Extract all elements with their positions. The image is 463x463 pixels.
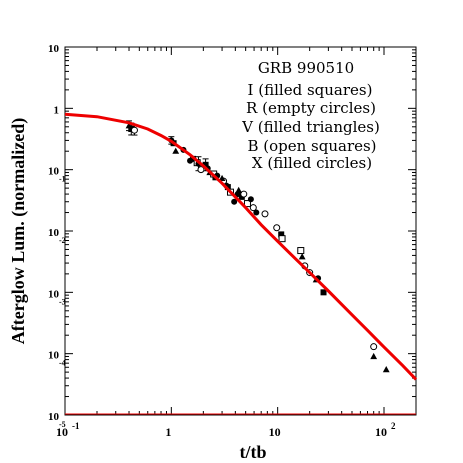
annotation-line: V (filled triangles) [241, 118, 380, 136]
y-tick-label: 10-5 [48, 411, 66, 429]
data-point-empty-circle [370, 343, 378, 351]
y-tick-exponent: -3 [59, 297, 66, 306]
data-point-empty-circle [273, 224, 281, 232]
y-tick-label: 10 [48, 43, 60, 55]
annotation-line: X (filled circles) [252, 154, 372, 172]
data-point-open-square [243, 200, 251, 208]
y-tick-base: 10 [48, 227, 60, 239]
x-axis-label: t/tb [240, 442, 267, 462]
x-tick-base: 10 [269, 425, 281, 439]
annotations: GRB 990510 I (filled squares)R (empty cir… [241, 59, 380, 172]
data-point-empty-circle [249, 204, 257, 212]
y-tick-base: 10 [48, 411, 60, 423]
data-point-empty-circle [240, 190, 248, 198]
y-tick-base: 1 [54, 104, 60, 116]
x-tick-label: 1 [165, 425, 171, 439]
y-tick-exponent: -5 [59, 420, 66, 429]
annotation-line: GRB 990510 [258, 59, 354, 77]
data-point-filled-circle [247, 196, 254, 203]
data-point-filled-triangle [125, 122, 133, 129]
annotation-line: I (filled squares) [248, 81, 373, 99]
x-tick-base: 10 [56, 425, 68, 439]
y-tick-label: 10-1 [48, 166, 66, 184]
y-tick-exponent: -2 [59, 236, 66, 245]
axis-ticks [64, 46, 417, 416]
y-tick-label: 10-2 [48, 227, 66, 245]
y-tick-base: 10 [48, 43, 60, 55]
data-point-filled-square [202, 161, 209, 168]
data-point-filled-triangle [370, 352, 378, 360]
data-point-filled-square [320, 289, 327, 296]
data-point-filled-circle [253, 209, 260, 216]
annotation-line: R (empty circles) [246, 99, 376, 117]
data-point-open-square [297, 247, 305, 255]
y-tick-base: 10 [48, 350, 60, 362]
y-axis-label: Afterglow Lum. (normalized) [8, 118, 29, 344]
y-tick-exponent: -1 [59, 175, 66, 184]
data-point-filled-triangle [382, 365, 390, 373]
y-tick-base: 10 [48, 166, 60, 178]
y-tick-base: 10 [48, 288, 60, 300]
data-point-empty-circle [261, 210, 269, 218]
annotation-line: B (open squares) [247, 137, 376, 155]
data-point-empty-circle [130, 126, 138, 134]
x-tick-label: 10 2 [375, 421, 396, 439]
x-tick-exponent: 2 [391, 421, 396, 431]
data-point-filled-circle [231, 198, 238, 205]
fit-curve [64, 112, 418, 381]
data-point-filled-triangle [172, 147, 180, 154]
x-tick-base: 1 [165, 425, 171, 439]
data-point-filled-square [278, 231, 285, 238]
x-tick-exponent: -1 [72, 421, 80, 431]
x-tick-base: 10 [375, 425, 387, 439]
y-tick-exponent: -4 [59, 359, 66, 368]
x-tick-label: 10 [269, 425, 281, 439]
data-point-empty-circle [197, 166, 205, 174]
y-tick-label: 10-3 [48, 288, 66, 306]
y-tick-label: 1 [54, 104, 60, 116]
data-point-filled-circle [187, 157, 194, 164]
data-point-filled-triangle [298, 253, 306, 260]
x-tick-label: 10 -1 [56, 421, 80, 439]
data-point-open-square [278, 235, 286, 243]
y-tick-label: 10-4 [48, 350, 66, 368]
data-point-filled-triangle [218, 174, 226, 182]
